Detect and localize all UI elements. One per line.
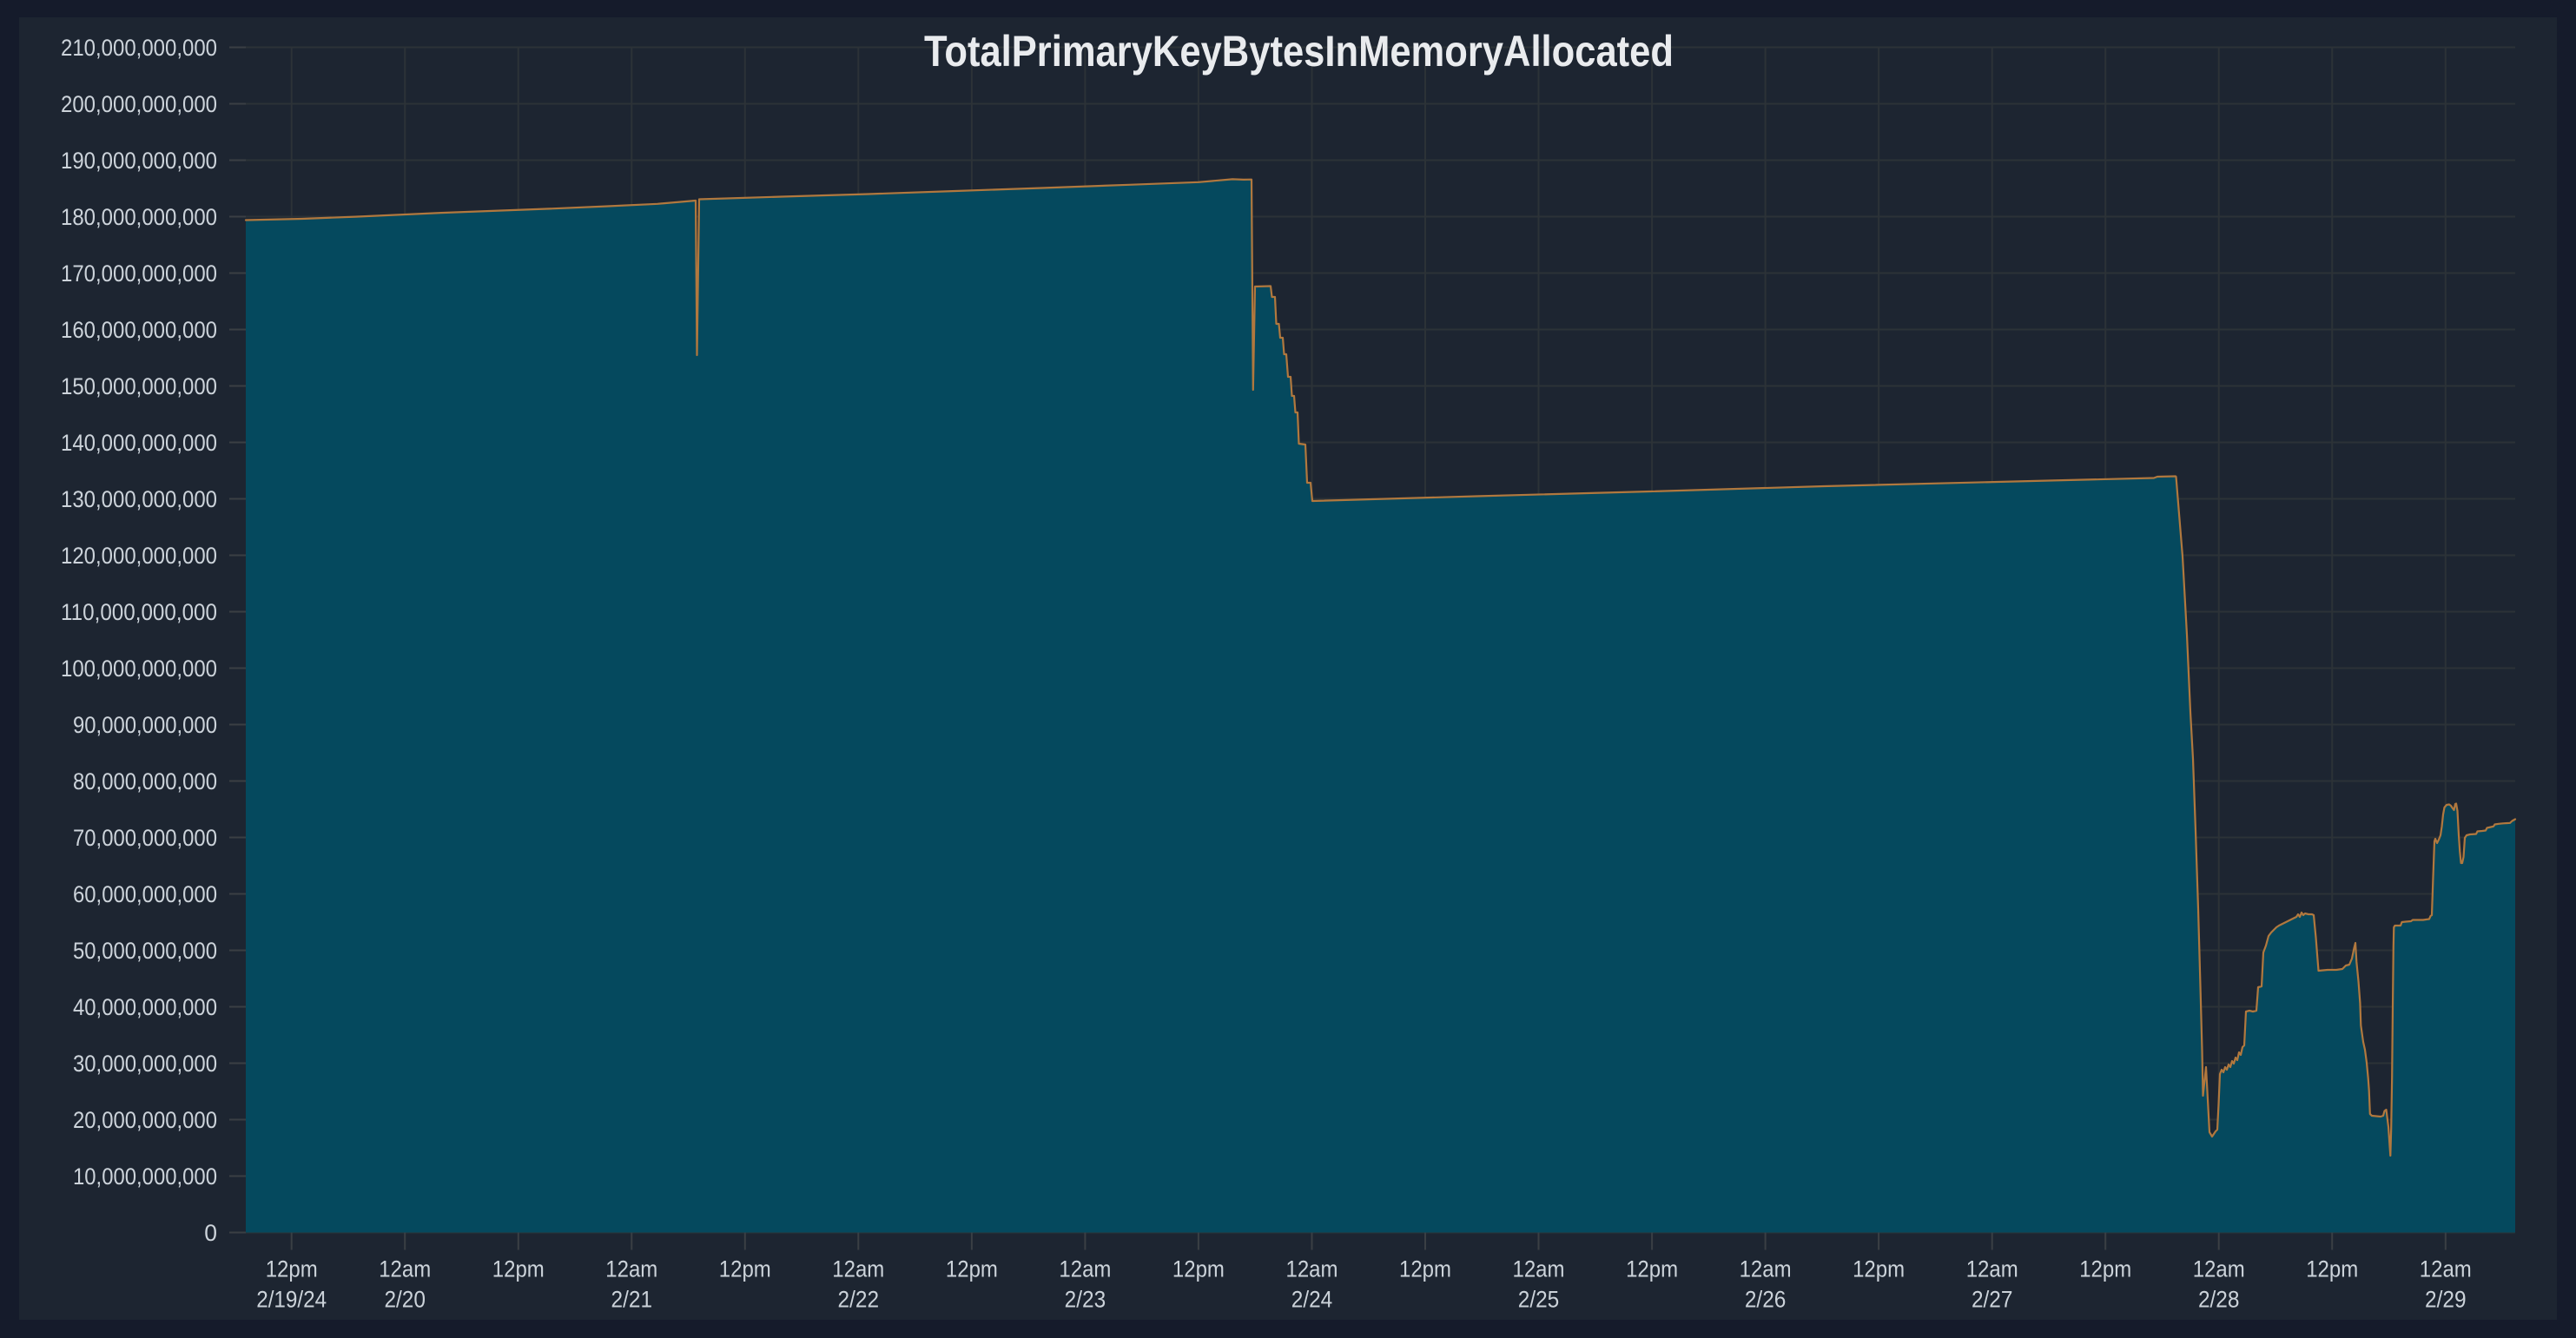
- svg-text:10,000,000,000: 10,000,000,000: [73, 1163, 217, 1190]
- svg-text:2/19/24: 2/19/24: [256, 1287, 327, 1313]
- svg-text:12pm: 12pm: [492, 1256, 545, 1282]
- svg-text:12am: 12am: [1513, 1256, 1565, 1282]
- svg-text:12pm: 12pm: [2306, 1256, 2358, 1282]
- svg-text:2/23: 2/23: [1065, 1287, 1106, 1313]
- svg-text:50,000,000,000: 50,000,000,000: [73, 938, 217, 964]
- svg-text:120,000,000,000: 120,000,000,000: [61, 543, 217, 569]
- svg-text:80,000,000,000: 80,000,000,000: [73, 768, 217, 794]
- svg-text:12pm: 12pm: [1172, 1256, 1225, 1282]
- svg-text:12pm: 12pm: [2079, 1256, 2131, 1282]
- svg-text:12am: 12am: [605, 1256, 657, 1282]
- svg-text:12am: 12am: [2420, 1256, 2472, 1282]
- svg-text:12am: 12am: [2193, 1256, 2245, 1282]
- svg-text:12pm: 12pm: [266, 1256, 318, 1282]
- svg-text:2/25: 2/25: [1518, 1287, 1560, 1313]
- svg-text:210,000,000,000: 210,000,000,000: [61, 35, 217, 61]
- svg-text:12pm: 12pm: [946, 1256, 998, 1282]
- svg-text:2/28: 2/28: [2198, 1287, 2240, 1313]
- svg-text:20,000,000,000: 20,000,000,000: [73, 1107, 217, 1133]
- svg-text:12pm: 12pm: [1853, 1256, 1905, 1282]
- svg-text:12am: 12am: [1966, 1256, 2018, 1282]
- svg-text:60,000,000,000: 60,000,000,000: [73, 881, 217, 907]
- svg-text:0: 0: [204, 1220, 217, 1246]
- svg-text:200,000,000,000: 200,000,000,000: [61, 91, 217, 117]
- svg-text:180,000,000,000: 180,000,000,000: [61, 204, 217, 230]
- svg-text:70,000,000,000: 70,000,000,000: [73, 825, 217, 851]
- svg-text:130,000,000,000: 130,000,000,000: [61, 486, 217, 512]
- svg-text:160,000,000,000: 160,000,000,000: [61, 317, 217, 343]
- svg-text:30,000,000,000: 30,000,000,000: [73, 1051, 217, 1077]
- svg-text:12am: 12am: [832, 1256, 884, 1282]
- svg-text:2/21: 2/21: [611, 1287, 653, 1313]
- svg-text:12am: 12am: [379, 1256, 431, 1282]
- svg-text:90,000,000,000: 90,000,000,000: [73, 712, 217, 738]
- svg-text:140,000,000,000: 140,000,000,000: [61, 430, 217, 456]
- svg-text:12pm: 12pm: [719, 1256, 771, 1282]
- svg-text:170,000,000,000: 170,000,000,000: [61, 260, 217, 287]
- svg-text:12pm: 12pm: [1626, 1256, 1678, 1282]
- svg-text:190,000,000,000: 190,000,000,000: [61, 148, 217, 174]
- svg-text:100,000,000,000: 100,000,000,000: [61, 656, 217, 682]
- svg-text:12am: 12am: [1740, 1256, 1792, 1282]
- svg-text:110,000,000,000: 110,000,000,000: [61, 599, 217, 625]
- svg-text:2/20: 2/20: [384, 1287, 426, 1313]
- svg-text:2/26: 2/26: [1745, 1287, 1787, 1313]
- svg-text:150,000,000,000: 150,000,000,000: [61, 373, 217, 399]
- svg-text:40,000,000,000: 40,000,000,000: [73, 994, 217, 1020]
- svg-text:2/24: 2/24: [1291, 1287, 1333, 1313]
- svg-text:12am: 12am: [1059, 1256, 1111, 1282]
- svg-text:2/29: 2/29: [2425, 1287, 2467, 1313]
- svg-text:12pm: 12pm: [1399, 1256, 1451, 1282]
- svg-text:12am: 12am: [1286, 1256, 1338, 1282]
- svg-text:TotalPrimaryKeyBytesInMemoryAl: TotalPrimaryKeyBytesInMemoryAllocated: [924, 27, 1674, 76]
- svg-text:2/22: 2/22: [838, 1287, 880, 1313]
- svg-text:2/27: 2/27: [1972, 1287, 2013, 1313]
